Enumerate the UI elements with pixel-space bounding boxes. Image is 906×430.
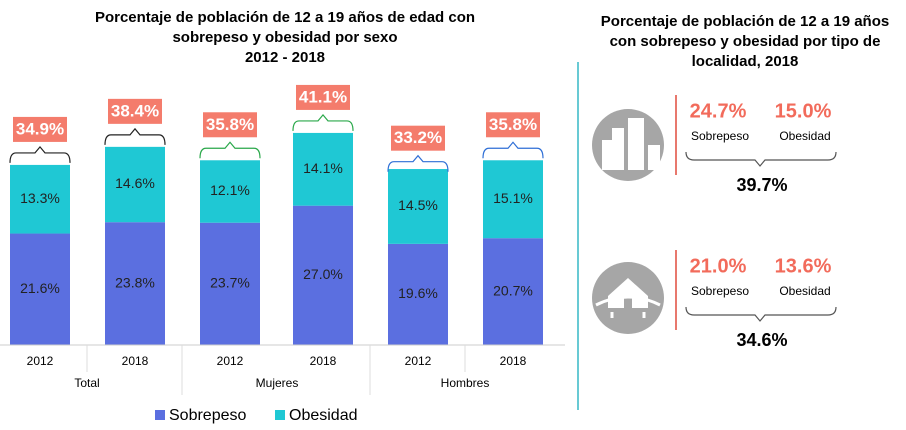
x-tick-label: 2018: [500, 354, 527, 368]
bar-segment: [293, 132, 353, 206]
sobrepeso-value: 24.7%: [690, 100, 747, 122]
title-line: 2012 - 2018: [245, 49, 325, 66]
total-label: 41.1%: [299, 87, 347, 106]
value-label: 14.5%: [398, 197, 438, 213]
obesidad-value: 15.0%: [775, 100, 832, 122]
total-label: 35.8%: [206, 115, 254, 134]
panel-title: con sobrepeso y obesidad por tipo de: [610, 33, 881, 50]
group-label: Total: [74, 376, 99, 390]
sobrepeso-name: Sobrepeso: [691, 284, 749, 298]
value-label: 12.1%: [210, 182, 250, 198]
obesidad-value: 13.6%: [775, 255, 832, 277]
value-label: 21.6%: [20, 280, 60, 296]
value-label: 23.8%: [115, 274, 155, 290]
bar-segment: [105, 146, 165, 223]
panel-title: localidad, 2018: [692, 53, 799, 70]
value-label: 14.6%: [115, 175, 155, 191]
bar-segment: [200, 160, 260, 223]
bar-segment: [388, 169, 448, 244]
total-bracket: [199, 141, 261, 159]
total-bracket: [104, 127, 166, 145]
group-label: Mujeres: [256, 376, 299, 390]
total-box: [108, 98, 162, 124]
total-label: 35.8%: [489, 115, 537, 134]
sobrepeso-name: Sobrepeso: [691, 129, 749, 143]
total-label: 33.2%: [394, 128, 442, 147]
obesidad-name: Obesidad: [779, 129, 830, 143]
total-bracket: [9, 145, 71, 163]
value-label: 19.6%: [398, 285, 438, 301]
bar-segment: [10, 233, 70, 345]
value-label: 27.0%: [303, 266, 343, 282]
bar-segment: [483, 160, 543, 239]
total-value: 39.7%: [736, 175, 787, 195]
value-label: 15.1%: [493, 190, 533, 206]
total-bracket: [387, 154, 449, 172]
total-box: [486, 112, 540, 138]
bar-segment: [10, 164, 70, 234]
bar-segment: [105, 222, 165, 345]
title-line: sobrepeso y obesidad por sexo: [172, 29, 397, 46]
x-tick-label: 2012: [27, 354, 54, 368]
x-tick-label: 2018: [122, 354, 149, 368]
total-box: [13, 116, 67, 142]
value-label: 13.3%: [20, 190, 60, 206]
x-tick-label: 2012: [217, 354, 244, 368]
bar-segment: [388, 243, 448, 345]
group-label: Hombres: [441, 376, 490, 390]
value-label: 23.7%: [210, 275, 250, 291]
city-icon: [592, 109, 664, 181]
total-bracket: [292, 113, 354, 131]
bar-segment: [200, 222, 260, 345]
title-line: Porcentaje de población de 12 a 19 años …: [95, 9, 475, 26]
legend-swatch: [275, 410, 285, 420]
value-label: 20.7%: [493, 282, 533, 298]
bracket: [685, 151, 837, 167]
total-box: [296, 84, 350, 110]
legend-swatch: [155, 410, 165, 420]
sobrepeso-value: 21.0%: [690, 255, 747, 277]
rural-icon: [592, 262, 664, 334]
total-label: 34.9%: [16, 119, 64, 138]
total-label: 38.4%: [111, 101, 159, 120]
legend-label: Obesidad: [289, 407, 358, 424]
bracket: [685, 306, 837, 322]
value-label: 14.1%: [303, 160, 343, 176]
obesidad-name: Obesidad: [779, 284, 830, 298]
total-box: [391, 125, 445, 151]
x-tick-label: 2012: [405, 354, 432, 368]
panel-title: Porcentaje de población de 12 a 19 años: [601, 13, 889, 30]
total-value: 34.6%: [736, 330, 787, 350]
x-tick-label: 2018: [310, 354, 337, 368]
total-box: [203, 112, 257, 138]
bar-segment: [483, 238, 543, 345]
legend-label: Sobrepeso: [169, 407, 246, 424]
total-bracket: [482, 141, 544, 159]
bar-segment: [293, 205, 353, 345]
